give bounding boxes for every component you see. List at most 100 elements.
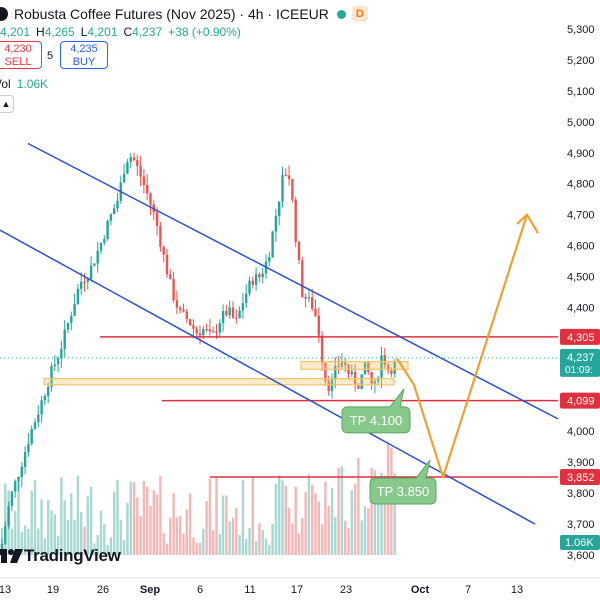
volume-bar — [353, 483, 357, 555]
volume-bar — [254, 541, 258, 555]
volume-bar — [119, 519, 122, 555]
volume-bar — [165, 543, 169, 555]
volume-bar — [50, 510, 53, 555]
volume-label: Vol — [0, 77, 11, 91]
candle-body — [215, 331, 218, 333]
volume-bar — [169, 517, 172, 555]
volume-bar — [4, 483, 7, 555]
volume-bar — [264, 538, 268, 555]
candle-body — [83, 281, 86, 283]
price-tick-label: 3,700 — [567, 519, 595, 531]
volume-bar — [129, 481, 132, 555]
channel-line — [0, 229, 536, 525]
candle-body — [225, 311, 228, 316]
volume-legend[interactable]: Vol 1.06K — [0, 77, 48, 91]
candle-body — [53, 364, 56, 367]
volume-bar — [334, 516, 337, 555]
watermark-text: TradingView — [24, 546, 121, 565]
take-profit-callout: TP 4.100 — [341, 388, 411, 434]
time-axis[interactable]: 13 19 26 Sep 6 11 17 23 Oct 7 13 — [0, 577, 600, 600]
volume-bar — [113, 492, 116, 555]
candle-body — [139, 166, 142, 177]
candle-body — [350, 371, 353, 375]
price-tick-label: 4,400 — [567, 302, 595, 314]
sell-price: 4,230 — [4, 43, 32, 55]
candle-body — [96, 250, 99, 264]
delayed-data-badge[interactable]: D — [351, 6, 368, 22]
last-price-label: 4,237 — [567, 352, 595, 364]
volume-bar — [179, 515, 182, 555]
volume-bar — [251, 476, 254, 555]
close-label: C — [123, 25, 133, 39]
sell-button[interactable]: 4,230 SELL — [0, 41, 42, 69]
candle-body — [235, 317, 238, 319]
volume-bar — [172, 493, 175, 555]
candle-body — [373, 381, 377, 384]
candle-body — [155, 212, 159, 226]
volume-bar — [122, 540, 126, 555]
volume-bar — [208, 478, 212, 555]
volume-bar — [281, 480, 284, 555]
volume-bar — [357, 457, 360, 555]
candle-body — [386, 365, 390, 371]
candle-body — [334, 365, 337, 379]
time-tick-label: 6 — [197, 584, 203, 596]
candle-body — [212, 331, 215, 333]
volume-bar — [311, 484, 314, 555]
volume-bar — [231, 517, 235, 555]
candle-body — [307, 297, 311, 299]
volume-bar — [330, 488, 334, 555]
volume-bar — [37, 528, 40, 555]
volume-bar — [146, 486, 149, 555]
candle-body — [281, 175, 284, 202]
volume-bar — [304, 492, 307, 555]
candle-body — [363, 362, 367, 375]
volume-bar — [142, 480, 146, 555]
candle-body — [70, 315, 73, 323]
volume-bar — [40, 499, 43, 555]
candle-body — [231, 307, 235, 318]
candle-body — [17, 477, 20, 482]
drawings[interactable]: TP 4.100 TP 3.850 — [0, 142, 559, 525]
volume-bar — [155, 494, 159, 555]
high-label: H — [36, 25, 45, 39]
volume-bar — [73, 519, 76, 555]
candle-body — [159, 225, 162, 247]
candle-body — [63, 329, 66, 349]
candle-body — [251, 280, 254, 285]
symbol-title[interactable]: Robusta Coffee Futures (Nov 2025) · 4h ·… — [14, 6, 329, 22]
volume-bar — [380, 473, 383, 555]
volume-bar — [228, 521, 231, 555]
open-value: 4,201 — [0, 25, 31, 39]
take-profit-label: TP 4.100 — [350, 413, 403, 428]
volume-bar — [182, 533, 185, 555]
candle-body — [7, 505, 10, 527]
candle-body — [297, 241, 301, 261]
projection-path — [396, 214, 529, 479]
candle-body — [238, 310, 241, 318]
time-axis-background — [0, 578, 600, 600]
buy-button[interactable]: 4,235 BUY — [60, 41, 108, 69]
volume-bar — [70, 493, 73, 555]
tradingview-logo-icon — [0, 549, 23, 563]
volume-bar — [350, 490, 353, 555]
volume-bar — [30, 490, 33, 555]
candle-body — [284, 175, 287, 177]
symbol-header[interactable]: Robusta Coffee Futures (Nov 2025) · 4h ·… — [0, 0, 560, 28]
candle-body — [14, 481, 17, 492]
candle-body — [99, 242, 103, 251]
candle-body — [73, 303, 76, 316]
price-tick-label: 5,000 — [567, 117, 595, 129]
candle-body — [162, 246, 165, 255]
volume-bar — [126, 502, 129, 555]
volume-bar — [258, 523, 261, 555]
collapse-legend-button[interactable]: ▲ — [0, 95, 14, 113]
price-axis[interactable]: 5,300 5,200 5,100 5,000 4,900 4,800 4,700 4,600… — [558, 0, 600, 600]
price-tick-label: 5,100 — [567, 86, 595, 98]
tradingview-watermark[interactable]: TradingView — [0, 546, 121, 566]
volume-bar — [221, 495, 225, 555]
volume-badge-label: 1.06K — [565, 537, 594, 549]
candle-body — [50, 366, 53, 387]
